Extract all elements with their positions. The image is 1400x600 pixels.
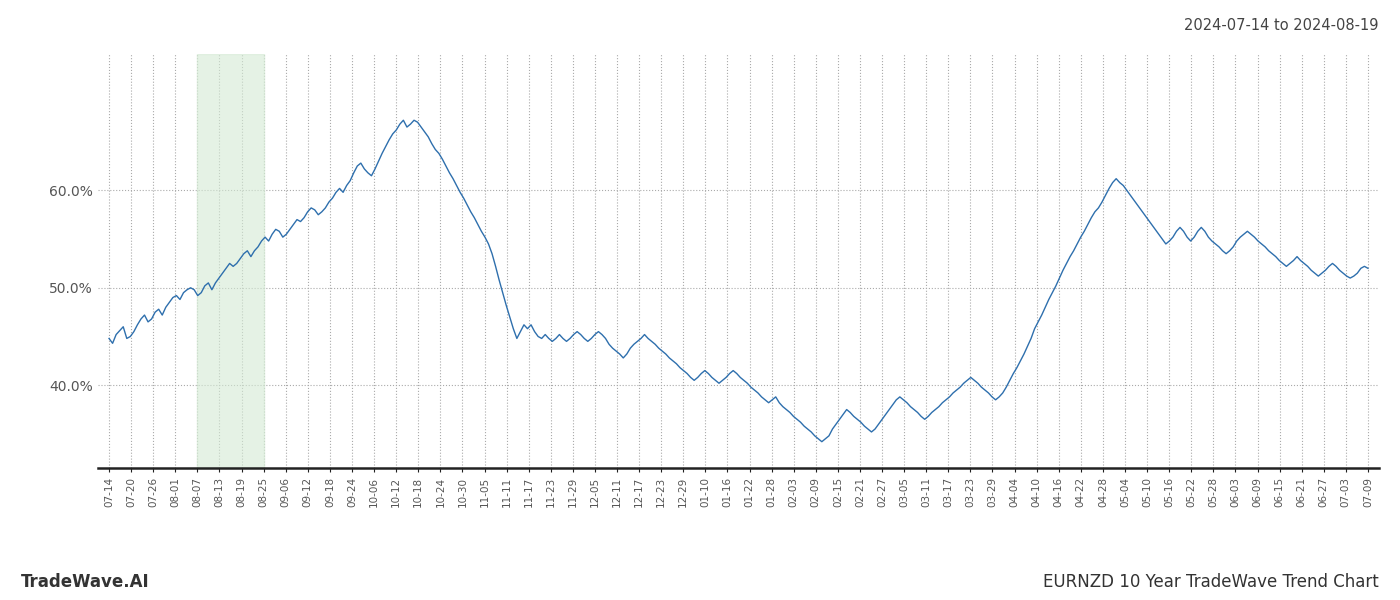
Bar [197, 54, 263, 468]
Text: 2024-07-14 to 2024-08-19: 2024-07-14 to 2024-08-19 [1184, 18, 1379, 33]
Text: EURNZD 10 Year TradeWave Trend Chart: EURNZD 10 Year TradeWave Trend Chart [1043, 573, 1379, 591]
Text: TradeWave.AI: TradeWave.AI [21, 573, 150, 591]
